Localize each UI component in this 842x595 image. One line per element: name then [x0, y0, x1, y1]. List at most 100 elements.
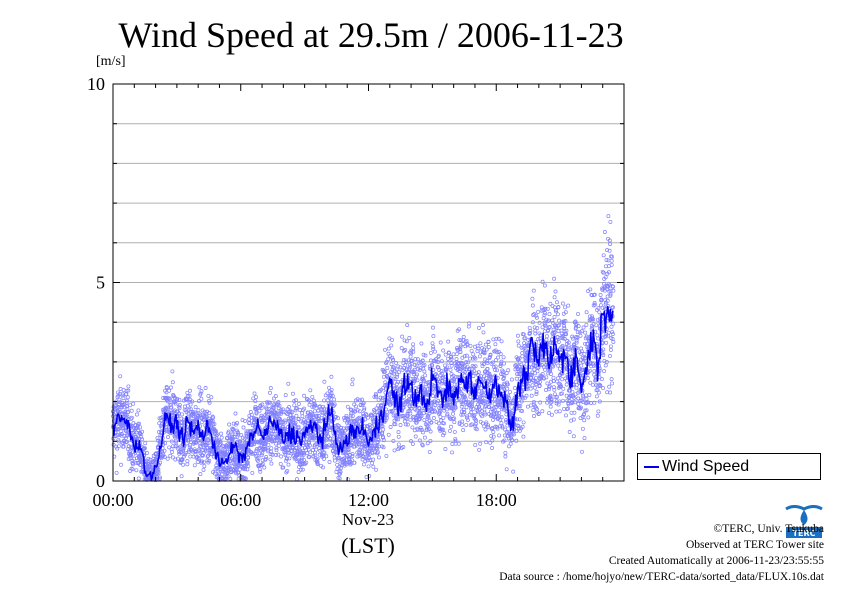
sample-point — [136, 476, 141, 481]
sample-point — [579, 363, 584, 368]
sample-point — [493, 397, 498, 402]
sample-point — [588, 287, 593, 292]
sample-point — [596, 306, 601, 311]
sample-point — [606, 330, 611, 335]
sample-point — [374, 393, 379, 398]
sample-point — [564, 328, 569, 333]
sample-point — [431, 334, 436, 339]
sample-point — [188, 388, 192, 393]
sample-point — [564, 382, 569, 387]
sample-point — [117, 426, 121, 431]
sample-point — [360, 397, 364, 402]
sample-point — [517, 364, 521, 369]
sample-point — [409, 439, 413, 444]
sample-point — [408, 365, 412, 370]
sample-point — [452, 416, 456, 421]
sample-point — [475, 410, 480, 415]
sample-point — [430, 363, 435, 368]
sample-point — [570, 348, 575, 353]
sample-point — [606, 270, 611, 275]
sample-point — [386, 346, 391, 351]
sample-point — [494, 336, 499, 341]
sample-point — [608, 242, 612, 246]
sample-point — [391, 376, 396, 381]
sample-point — [463, 397, 468, 402]
sample-point — [439, 359, 444, 364]
sample-point — [143, 441, 148, 446]
sample-point — [523, 336, 528, 341]
sample-point — [588, 380, 593, 385]
sample-point — [552, 276, 557, 281]
sample-point — [610, 254, 614, 259]
sample-point — [583, 330, 588, 335]
y-tick-label: 10 — [87, 74, 105, 94]
sample-point — [557, 318, 561, 323]
sample-point — [484, 422, 489, 427]
sample-point — [124, 400, 129, 405]
sample-point — [530, 320, 535, 325]
sample-point — [136, 421, 141, 426]
sample-point — [608, 347, 613, 352]
sample-point — [201, 460, 206, 465]
sample-point — [236, 432, 241, 437]
sample-point — [287, 405, 292, 410]
sample-point — [197, 399, 201, 404]
sample-point — [265, 447, 270, 452]
sample-point — [279, 454, 284, 459]
sample-point — [385, 415, 389, 420]
sample-point — [485, 400, 490, 405]
x-date-label: Nov-23 — [342, 510, 394, 529]
sample-point — [428, 429, 433, 434]
sample-point — [579, 349, 584, 354]
sample-point — [140, 429, 145, 434]
sample-point — [188, 402, 193, 407]
sample-point — [512, 432, 516, 437]
sample-point — [327, 385, 331, 390]
sample-point — [254, 411, 259, 416]
sample-point — [464, 422, 469, 427]
sample-point — [555, 394, 560, 399]
sample-point — [519, 399, 524, 404]
x-tick-label: 00:00 — [92, 490, 133, 510]
sample-point — [591, 317, 596, 322]
sample-point — [391, 408, 396, 413]
sample-point — [126, 388, 131, 393]
sample-point — [422, 411, 426, 416]
sample-point — [175, 456, 180, 461]
sample-point — [443, 447, 448, 451]
sample-point — [482, 424, 486, 429]
sample-point — [366, 464, 371, 469]
sample-point — [564, 413, 568, 418]
sample-point — [515, 417, 520, 422]
sample-point — [523, 348, 528, 353]
sample-point — [417, 417, 422, 422]
sample-point — [587, 368, 592, 373]
sample-point — [510, 438, 515, 443]
sample-point — [209, 395, 214, 400]
sample-point — [596, 390, 601, 395]
sample-point — [448, 428, 452, 433]
sample-point — [130, 467, 135, 472]
sample-point — [243, 476, 248, 481]
sample-point — [592, 400, 597, 405]
sample-point — [556, 363, 561, 368]
sample-point — [296, 401, 301, 406]
sample-point — [317, 414, 322, 418]
sample-point — [375, 451, 379, 456]
sample-point — [571, 417, 576, 422]
sample-point — [429, 420, 434, 425]
sample-point — [449, 356, 454, 361]
sample-point — [118, 400, 123, 405]
sample-point — [423, 353, 428, 358]
sample-point — [342, 458, 347, 463]
sample-point — [598, 383, 603, 388]
sample-point — [370, 423, 375, 428]
sample-point — [173, 444, 178, 449]
credit-created: Created Automatically at 2006-11-23/23:5… — [608, 555, 824, 567]
sample-point — [383, 347, 387, 352]
sample-point — [534, 315, 539, 320]
sample-point — [454, 375, 459, 380]
sample-point — [425, 441, 430, 446]
sample-point — [445, 411, 450, 416]
sample-point — [139, 434, 144, 439]
